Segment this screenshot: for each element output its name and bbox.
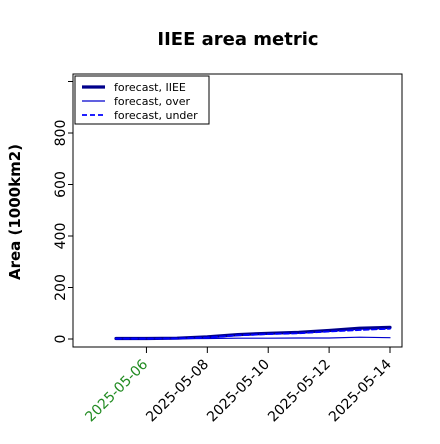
legend-box (74, 75, 210, 125)
legend-label: forecast, over (114, 95, 190, 108)
series-layer (114, 325, 392, 341)
y-axis: 0 200 400 600 800 (53, 81, 73, 344)
plot-frame (72, 73, 403, 348)
series-line-forecast-under (115, 327, 391, 340)
chart-title: IIEE area metric (157, 29, 318, 50)
y-axis-label: Area (1000km2) (6, 144, 24, 280)
y-tick-label: 0 (53, 335, 69, 344)
y-tick-label: 800 (53, 120, 69, 147)
y-tick-label: 200 (53, 274, 69, 301)
legend-label: forecast, under (114, 109, 198, 122)
y-tick-label: 600 (53, 171, 69, 198)
legend-label: forecast, IIEE (114, 81, 186, 94)
y-tick-label: 400 (53, 223, 69, 250)
